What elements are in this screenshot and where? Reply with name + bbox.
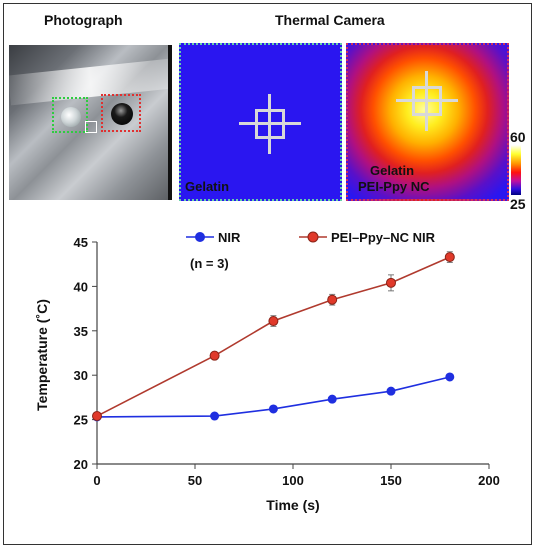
thermal-image-pei-ppy-nc: Gelatin PEI-Ppy NC — [346, 43, 509, 201]
temperature-colorbar — [511, 145, 521, 195]
colorbar-min-label: 25 — [510, 196, 526, 212]
reticle-vertical — [268, 94, 271, 154]
figure-frame — [3, 3, 532, 545]
thermal-camera-heading: Thermal Camera — [275, 12, 385, 28]
reticle-vertical — [425, 71, 428, 131]
photograph-image — [9, 45, 172, 200]
colorbar-max-label: 60 — [510, 129, 526, 145]
pei-ppy-nc-label: PEI-Ppy NC — [358, 179, 430, 194]
crosshair-marker — [85, 121, 97, 133]
gelatin-marker-box — [52, 97, 88, 133]
pei-ppy-nc-droplet — [111, 103, 133, 125]
reticle-box — [412, 86, 442, 116]
gelatin-droplet — [61, 107, 81, 127]
photo-edge-bar — [168, 45, 172, 200]
photograph-heading: Photograph — [44, 12, 123, 28]
pei-ppy-nc-marker-box — [101, 94, 141, 132]
thermal-image-gelatin: Gelatin — [179, 43, 342, 201]
gelatin-label: Gelatin — [185, 179, 230, 194]
photo-highlight — [9, 58, 172, 106]
gelatin-label: Gelatin — [370, 163, 415, 178]
reticle-box — [255, 109, 285, 139]
